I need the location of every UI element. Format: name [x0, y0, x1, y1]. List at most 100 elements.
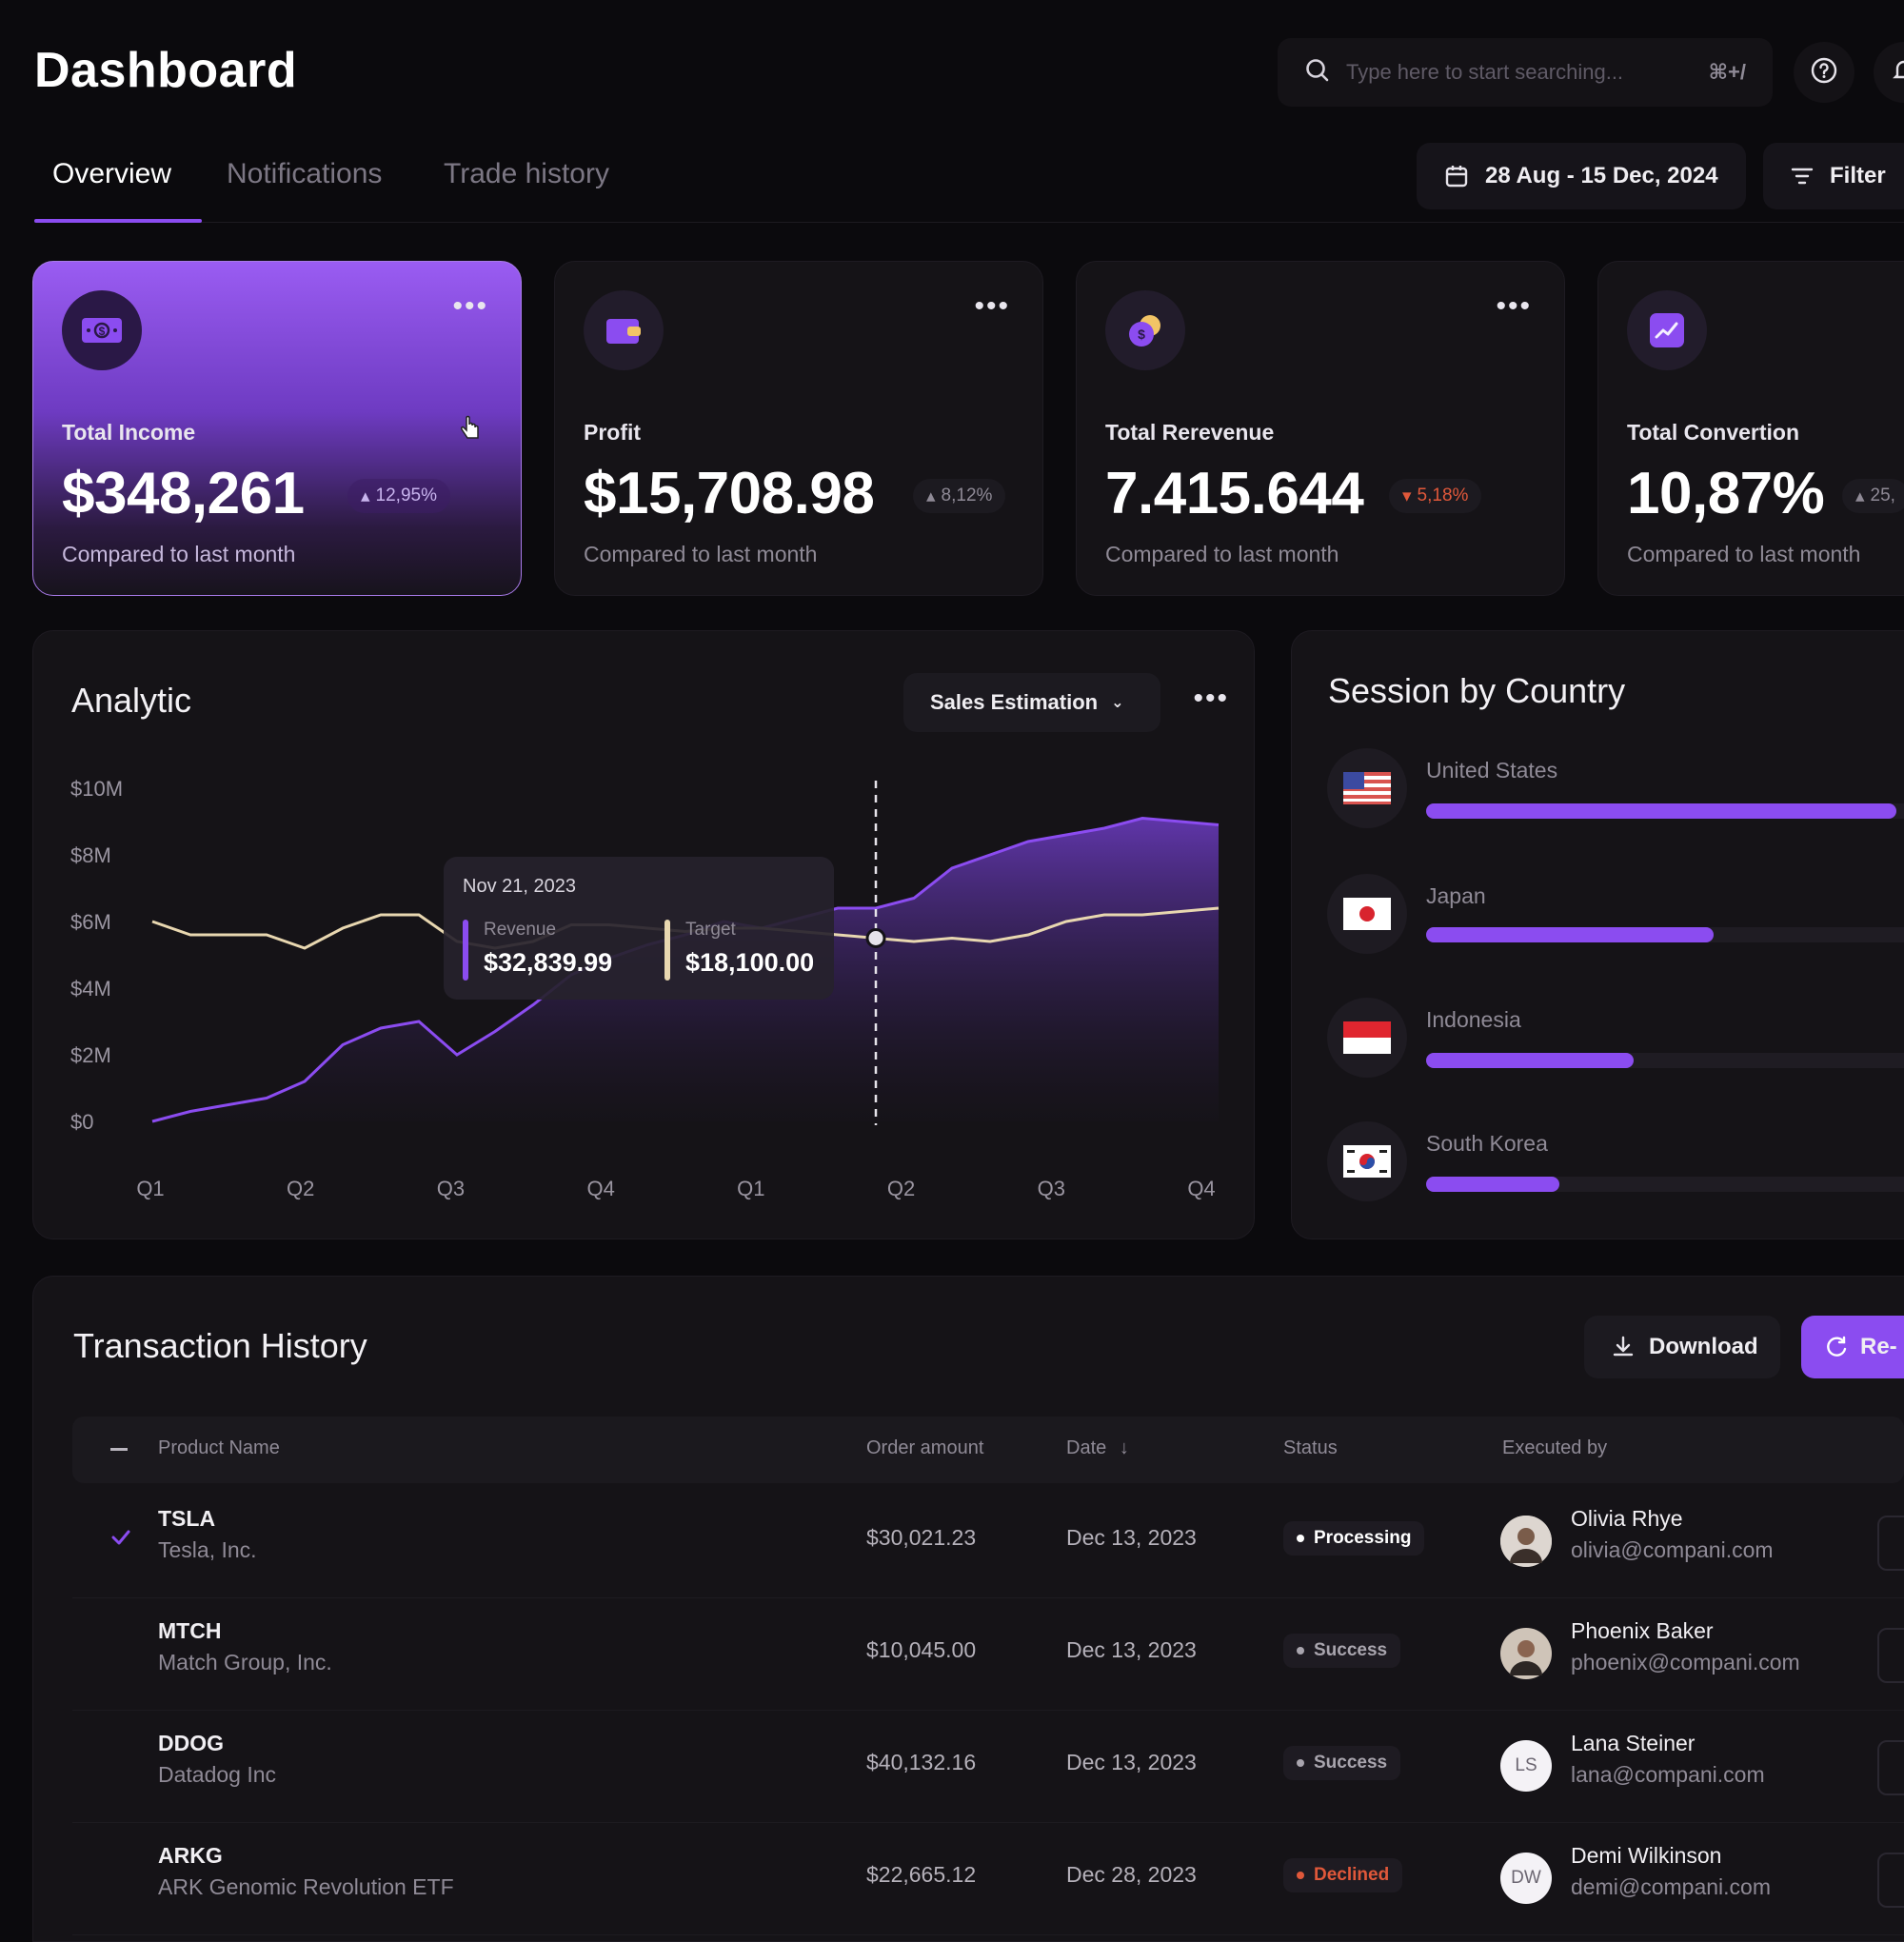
row-checked-icon[interactable]	[110, 1529, 131, 1551]
order-date: Dec 13, 2023	[1066, 1750, 1197, 1774]
tabs-divider	[34, 222, 1904, 223]
executor-name: Demi Wilkinson	[1571, 1843, 1722, 1868]
tooltip-revenue-label: Revenue	[484, 920, 557, 940]
stat-change-badge: ▴ 12,95%	[347, 479, 450, 513]
tooltip-target-label: Target	[685, 920, 736, 940]
status-label: Declined	[1314, 1865, 1390, 1885]
table-row[interactable]: ARKG ARK Genomic Revolution ETF $22,665.…	[72, 1822, 1904, 1935]
more-options-icon[interactable]: •••	[1193, 683, 1229, 714]
y-tick-label: $10M	[70, 777, 123, 801]
notifications-button[interactable]	[1874, 42, 1904, 103]
y-tick-label: $8M	[70, 843, 111, 867]
column-header-date[interactable]: Date ↓	[1066, 1437, 1129, 1459]
search-input[interactable]: Type here to start searching... ⌘+/	[1278, 38, 1773, 107]
column-header-product[interactable]: Product Name	[158, 1437, 280, 1458]
y-tick-label: $2M	[70, 1043, 111, 1067]
help-button[interactable]	[1794, 42, 1854, 103]
country-name: Indonesia	[1426, 1007, 1521, 1032]
y-tick-label: $0	[70, 1110, 93, 1134]
y-tick-label: $4M	[70, 977, 111, 1001]
download-button[interactable]: Download	[1584, 1316, 1780, 1378]
column-header-status[interactable]: Status	[1283, 1437, 1338, 1458]
svg-text:$: $	[1138, 327, 1145, 342]
session-title: Session by Country	[1328, 671, 1626, 710]
us-flag-icon	[1327, 748, 1407, 828]
stat-change-value: 12,95%	[375, 486, 437, 505]
stat-card-total-revenue[interactable]: $ ••• Total Rerevenue 7.415.644 ▾ 5,18% C…	[1076, 261, 1565, 596]
row-action-button[interactable]	[1877, 1740, 1904, 1795]
status-label: Success	[1314, 1640, 1388, 1660]
table-row[interactable]: DDOG Datadog Inc $40,132.16 Dec 13, 2023…	[72, 1710, 1904, 1823]
stat-card-total-conversion[interactable]: Total Convertion 10,87% ▴ 25, Compared to…	[1597, 261, 1904, 596]
stat-footnote: Compared to last month	[584, 542, 818, 566]
country-bar-fill	[1426, 803, 1896, 819]
stat-card-total-income[interactable]: $ ••• Total Income $348,261 ▴ 12,95% Comp…	[32, 261, 522, 596]
target-legend-swatch	[664, 920, 670, 981]
country-bar-track	[1426, 1177, 1904, 1192]
download-label: Download	[1649, 1334, 1758, 1359]
tab-trade-history[interactable]: Trade history	[444, 158, 609, 189]
column-header-amount[interactable]: Order amount	[866, 1437, 984, 1458]
order-date: Dec 28, 2023	[1066, 1862, 1197, 1887]
tab-notifications[interactable]: Notifications	[227, 158, 383, 189]
product-name: Match Group, Inc.	[158, 1650, 332, 1674]
stat-value: $15,708.98	[584, 461, 875, 526]
x-tick-label: Q3	[437, 1177, 465, 1200]
sales-estimation-dropdown[interactable]: Sales Estimation ⌄	[903, 673, 1160, 732]
stat-label: Profit	[584, 420, 642, 445]
country-name: Japan	[1426, 883, 1486, 908]
executor-name: Lana Steiner	[1571, 1731, 1696, 1755]
arrow-down-icon: ▾	[1402, 486, 1412, 506]
more-options-icon[interactable]: •••	[1496, 290, 1532, 322]
stat-card-profit[interactable]: ••• Profit $15,708.98 ▴ 8,12% Compared to…	[554, 261, 1043, 596]
row-action-button[interactable]	[1877, 1853, 1904, 1908]
table-row[interactable]: MTCH Match Group, Inc. $10,045.00 Dec 13…	[72, 1597, 1904, 1711]
stat-change-badge: ▴ 8,12%	[913, 479, 1006, 513]
order-amount: $22,665.12	[866, 1862, 977, 1887]
row-action-button[interactable]	[1877, 1516, 1904, 1571]
date-range-label: 28 Aug - 15 Dec, 2024	[1485, 163, 1718, 188]
country-bar-track	[1426, 1053, 1904, 1068]
stat-label: Total Convertion	[1627, 420, 1800, 445]
select-all-checkbox[interactable]	[110, 1448, 128, 1451]
stat-label: Total Rerevenue	[1105, 420, 1275, 445]
tooltip-date: Nov 21, 2023	[463, 876, 576, 897]
executor-name: Olivia Rhye	[1571, 1506, 1683, 1531]
column-header-executed-by[interactable]: Executed by	[1502, 1437, 1608, 1458]
tab-overview[interactable]: Overview	[52, 158, 172, 189]
bell-icon	[1890, 56, 1904, 89]
refresh-button[interactable]: Re-	[1801, 1316, 1904, 1378]
executor-email: olivia@compani.com	[1571, 1537, 1774, 1562]
indonesia-flag-icon	[1327, 998, 1407, 1078]
row-action-button[interactable]	[1877, 1628, 1904, 1683]
filter-icon	[1790, 164, 1815, 188]
more-options-icon[interactable]: •••	[974, 290, 1010, 322]
product-symbol: DDOG	[158, 1731, 224, 1755]
stat-change-badge: ▴ 25,	[1842, 479, 1904, 513]
search-icon	[1304, 57, 1331, 89]
product-symbol: MTCH	[158, 1618, 222, 1643]
date-header-label: Date	[1066, 1437, 1107, 1458]
money-icon: $	[62, 290, 142, 370]
x-tick-label: Q4	[1187, 1177, 1215, 1200]
coins-icon: $	[1105, 290, 1185, 370]
dropdown-label: Sales Estimation	[930, 690, 1099, 714]
country-bar-fill	[1426, 1053, 1635, 1068]
hand-cursor-icon	[458, 414, 483, 447]
transaction-history-card: Transaction History	[32, 1276, 1904, 1942]
product-name: ARK Genomic Revolution ETF	[158, 1874, 454, 1899]
y-tick-label: $6M	[70, 910, 111, 934]
table-row[interactable]: TSLA Tesla, Inc. $30,021.23 Dec 13, 2023…	[72, 1485, 1904, 1598]
country-bar-track	[1426, 927, 1904, 942]
analytic-chart: $10M $8M $6M $4M $2M $0 Q1 Q2 Q3 Q4 Q1 Q2 Q3 Q4	[70, 777, 1220, 1200]
japan-flag-icon	[1327, 874, 1407, 954]
trend-chart-icon	[1627, 290, 1707, 370]
date-range-button[interactable]: 28 Aug - 15 Dec, 2024	[1417, 143, 1746, 209]
order-amount: $40,132.16	[866, 1750, 977, 1774]
chart-tooltip: Nov 21, 2023 Revenue $32,839.99 Target $…	[444, 857, 834, 1000]
filter-button[interactable]: Filter	[1763, 143, 1904, 209]
chevron-down-icon: ⌄	[1111, 695, 1124, 711]
stat-change-value: 25,	[1870, 486, 1895, 505]
more-options-icon[interactable]: •••	[452, 290, 488, 322]
x-tick-label: Q2	[287, 1177, 314, 1200]
